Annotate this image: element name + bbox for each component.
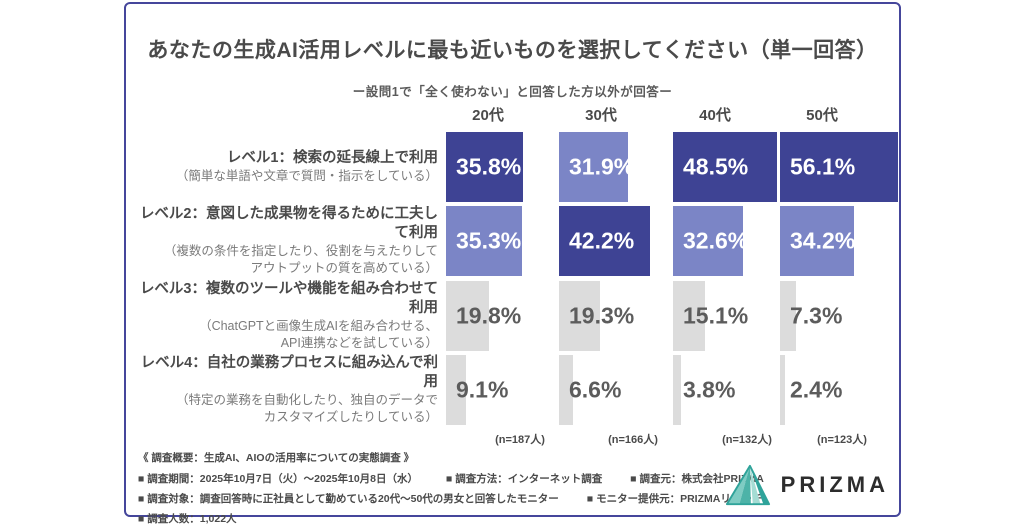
bar-value-label: 42.2% — [569, 227, 635, 254]
prizma-logo-text: PRIZMA — [780, 472, 889, 497]
chart-area: あなたの生成AI活用レベルに最も近いものを選択してください（単一回答） ー設問1… — [126, 4, 900, 525]
bar — [780, 206, 854, 276]
row-label-level4: レベル4：自社の業務プロセスに組み込んで利用 （特定の業務を自動化したり、独自の… — [134, 355, 438, 425]
bar-value-label: 32.6% — [683, 227, 749, 254]
bar-value-label: 6.6% — [569, 376, 622, 403]
bar — [780, 132, 898, 202]
sample-size-40s: (n=132人) — [722, 434, 772, 446]
row-description-line: アウトプットの質を高めている） — [250, 260, 438, 275]
column-header-20s: 20代 — [472, 107, 504, 124]
bar — [673, 132, 777, 202]
survey-respondents: ■ 調査人数：1,022人 — [138, 513, 237, 525]
bar — [673, 206, 743, 276]
bar — [780, 281, 796, 351]
survey-period: ■ 調査期間：2025年10月7日（火）～2025年10月8日（水） — [138, 473, 419, 485]
bar-value-label: 56.1% — [790, 153, 856, 180]
row-description-line: （ChatGPTと画像生成AIを組み合わせる、 — [199, 318, 438, 333]
bar-value-label: 34.2% — [790, 227, 856, 254]
row-title: レベル4：自社の業務プロセスに組み込んで利用 — [140, 355, 438, 391]
bar — [673, 355, 681, 425]
row-label-level2: レベル2：意図した成果物を得るために工夫して利用 （複数の条件を指定したり、役割… — [134, 206, 438, 276]
bar-value-label: 35.8% — [456, 153, 522, 180]
row-title: レベル3：複数のツールや機能を組み合わせて利用 — [139, 281, 438, 317]
bar-cell-level2-20s: 35.3% — [446, 206, 566, 276]
bar-value-label: 19.3% — [569, 302, 635, 329]
row-description: （簡単な単語や文章で質問・指示をしている） — [134, 168, 438, 185]
bar — [780, 355, 785, 425]
bar — [446, 132, 523, 202]
sample-size-30s: (n=166人) — [608, 434, 658, 446]
row-label-level3: レベル3：複数のツールや機能を組み合わせて利用 （ChatGPTと画像生成AIを… — [134, 281, 438, 351]
bar-value-label: 19.8% — [456, 302, 522, 329]
bar-cell-level1-50s: 56.1% — [780, 132, 900, 202]
row-label-level1: レベル1：検索の延長線上で利用 （簡単な単語や文章で質問・指示をしている） — [134, 132, 438, 202]
bar-cell-level1-40s: 48.5% — [673, 132, 793, 202]
survey-source: ■ 調査元：株式会社PRIZMA — [630, 473, 764, 485]
prism-triangle-icon — [725, 464, 770, 506]
survey-overview-heading: 《 調査概要：生成AI、AIOの活用率についての実態調査 》 — [138, 452, 415, 464]
bar-cell-level3-30s: 19.3% — [559, 281, 679, 351]
bar — [446, 355, 466, 425]
row-description-line: （簡単な単語や文章で質問・指示をしている） — [175, 168, 438, 183]
bar-cell-level2-40s: 32.6% — [673, 206, 793, 276]
row-description: （複数の条件を指定したり、役割を与えたりして アウトプットの質を高めている） — [134, 243, 438, 277]
bar-value-label: 7.3% — [790, 302, 843, 329]
prizma-logo: PRIZMA — [725, 463, 889, 507]
bar — [673, 281, 705, 351]
bar-cell-level3-40s: 15.1% — [673, 281, 793, 351]
sample-size-50s: (n=123人) — [817, 434, 867, 446]
column-header-30s: 30代 — [585, 107, 617, 124]
row-description: （ChatGPTと画像生成AIを組み合わせる、 API連携などを試している） — [134, 318, 438, 352]
bar — [559, 355, 573, 425]
survey-monitor-provider: ■ モニター提供元：PRIZMAリサーチ — [586, 493, 763, 505]
bar-value-label: 9.1% — [456, 376, 509, 403]
subtitle-note: ー設問1で「全く使わない」と回答した方以外が回答ー — [352, 85, 673, 99]
bar-value-label: 35.3% — [456, 227, 522, 254]
column-header-40s: 40代 — [699, 107, 731, 124]
row-description-line: カスタマイズしたりしている） — [263, 409, 438, 424]
bar-cell-level2-50s: 34.2% — [780, 206, 900, 276]
bar-value-label: 3.8% — [683, 376, 736, 403]
row-title: レベル1：検索の延長線上で利用 — [226, 150, 438, 167]
bar-value-label: 15.1% — [683, 302, 749, 329]
survey-overview-line: ■ 調査対象：調査回答時に正社員として勤めている20代～50代の男女と回答したモ… — [138, 491, 762, 506]
bar — [559, 281, 600, 351]
bar-cell-level3-20s: 19.8% — [446, 281, 566, 351]
page-title: あなたの生成AI活用レベルに最も近いものを選択してください（単一回答） — [147, 39, 878, 62]
bar-cell-level1-20s: 35.8% — [446, 132, 566, 202]
bar — [559, 132, 628, 202]
column-header-50s: 50代 — [806, 107, 838, 124]
bar-cell-level4-30s: 6.6% — [559, 355, 679, 425]
survey-target: ■ 調査対象：調査回答時に正社員として勤めている20代～50代の男女と回答したモ… — [138, 493, 559, 505]
bar-value-label: 2.4% — [790, 376, 843, 403]
row-description-line: （特定の業務を自動化したり、独自のデータで — [175, 392, 438, 407]
survey-overview: 《 調査概要：生成AI、AIOの活用率についての実態調査 》 ■ 調査期間：20… — [138, 450, 764, 531]
row-description-line: （複数の条件を指定したり、役割を与えたりして — [163, 243, 438, 258]
survey-infographic-card: あなたの生成AI活用レベルに最も近いものを選択してください（単一回答） ー設問1… — [124, 2, 901, 525]
row-description: （特定の業務を自動化したり、独自のデータで カスタマイズしたりしている） — [134, 392, 438, 426]
bar-cell-level2-30s: 42.2% — [559, 206, 679, 276]
bar-cell-level3-50s: 7.3% — [780, 281, 900, 351]
survey-overview-line: ■ 調査期間：2025年10月7日（火）～2025年10月8日（水） ■ 調査方… — [138, 471, 764, 486]
bar — [446, 206, 522, 276]
bar — [559, 206, 650, 276]
bar-cell-level4-50s: 2.4% — [780, 355, 900, 425]
bar-cell-level4-20s: 9.1% — [446, 355, 566, 425]
survey-method: ■ 調査方法：インターネット調査 — [446, 473, 603, 485]
bar-value-label: 48.5% — [683, 153, 749, 180]
sample-size-20s: (n=187人) — [495, 434, 545, 446]
bar-value-label: 31.9% — [569, 153, 635, 180]
row-title: レベル2：意図した成果物を得るために工夫して利用 — [139, 206, 438, 242]
survey-overview-line: ■ 調査人数：1,022人 — [138, 511, 750, 526]
bar — [446, 281, 489, 351]
row-description-line: API連携などを試している） — [280, 335, 438, 350]
bar-cell-level1-30s: 31.9% — [559, 132, 679, 202]
bar-cell-level4-40s: 3.8% — [673, 355, 793, 425]
